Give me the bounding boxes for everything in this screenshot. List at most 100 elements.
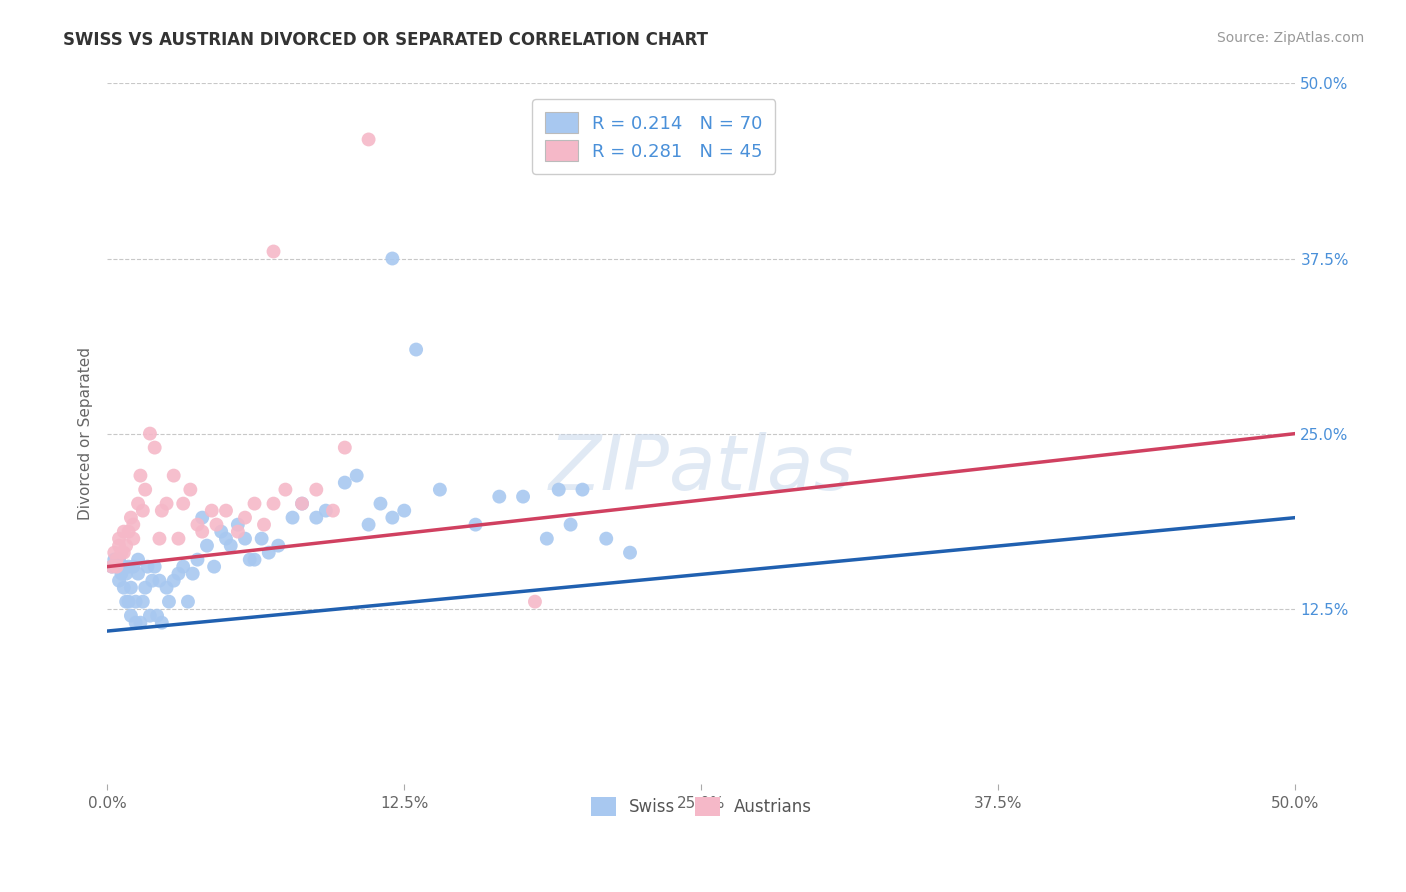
Point bbox=[291, 497, 314, 511]
Point bbox=[112, 559, 135, 574]
Point bbox=[429, 483, 451, 497]
Point bbox=[117, 559, 139, 574]
Point bbox=[115, 539, 138, 553]
Point bbox=[150, 503, 173, 517]
Point bbox=[129, 468, 152, 483]
Point bbox=[560, 517, 582, 532]
Point bbox=[305, 483, 328, 497]
Point bbox=[110, 546, 132, 560]
Point bbox=[357, 132, 380, 146]
Point bbox=[108, 574, 131, 588]
Point bbox=[250, 532, 273, 546]
Point bbox=[488, 490, 510, 504]
Point bbox=[536, 532, 558, 546]
Point bbox=[315, 503, 337, 517]
Point bbox=[177, 595, 200, 609]
Point bbox=[167, 532, 190, 546]
Point bbox=[132, 595, 155, 609]
Point bbox=[357, 517, 380, 532]
Point bbox=[143, 559, 166, 574]
Point bbox=[148, 532, 170, 546]
Point bbox=[370, 497, 392, 511]
Point bbox=[274, 483, 297, 497]
Point bbox=[226, 517, 249, 532]
Point bbox=[322, 503, 344, 517]
Point bbox=[172, 497, 194, 511]
Point bbox=[105, 559, 128, 574]
Point bbox=[141, 574, 163, 588]
Point bbox=[305, 510, 328, 524]
Point bbox=[195, 539, 218, 553]
Point bbox=[571, 483, 593, 497]
Point bbox=[103, 546, 125, 560]
Point bbox=[136, 559, 159, 574]
Point bbox=[117, 595, 139, 609]
Point bbox=[117, 524, 139, 539]
Point bbox=[394, 503, 416, 517]
Point bbox=[146, 608, 169, 623]
Point bbox=[464, 517, 486, 532]
Point bbox=[150, 615, 173, 630]
Legend: Swiss, Austrians: Swiss, Austrians bbox=[582, 789, 820, 824]
Point bbox=[253, 517, 276, 532]
Point bbox=[143, 441, 166, 455]
Point bbox=[281, 510, 304, 524]
Point bbox=[124, 615, 146, 630]
Point bbox=[127, 497, 149, 511]
Point bbox=[219, 539, 242, 553]
Point bbox=[105, 552, 128, 566]
Point bbox=[243, 552, 266, 566]
Point bbox=[115, 595, 138, 609]
Point bbox=[134, 581, 156, 595]
Point bbox=[267, 539, 290, 553]
Point bbox=[132, 503, 155, 517]
Point bbox=[108, 552, 131, 566]
Point bbox=[127, 566, 149, 581]
Point bbox=[155, 581, 177, 595]
Point bbox=[239, 552, 262, 566]
Point bbox=[226, 524, 249, 539]
Y-axis label: Divorced or Separated: Divorced or Separated bbox=[79, 347, 93, 520]
Point bbox=[333, 441, 356, 455]
Point bbox=[101, 559, 124, 574]
Point bbox=[346, 468, 368, 483]
Point bbox=[186, 517, 208, 532]
Point bbox=[163, 574, 186, 588]
Point bbox=[186, 552, 208, 566]
Point bbox=[167, 566, 190, 581]
Point bbox=[148, 574, 170, 588]
Point bbox=[122, 517, 145, 532]
Point bbox=[209, 524, 232, 539]
Point bbox=[523, 595, 546, 609]
Point bbox=[179, 483, 201, 497]
Point bbox=[595, 532, 617, 546]
Point bbox=[139, 426, 162, 441]
Point bbox=[105, 559, 128, 574]
Point bbox=[122, 532, 145, 546]
Point bbox=[122, 559, 145, 574]
Point bbox=[134, 483, 156, 497]
Point bbox=[129, 615, 152, 630]
Point bbox=[112, 524, 135, 539]
Point bbox=[120, 510, 142, 524]
Point bbox=[381, 510, 404, 524]
Point bbox=[243, 497, 266, 511]
Point bbox=[215, 532, 238, 546]
Point bbox=[191, 510, 214, 524]
Point bbox=[139, 608, 162, 623]
Point bbox=[205, 517, 228, 532]
Point bbox=[202, 559, 225, 574]
Point bbox=[263, 244, 285, 259]
Point bbox=[101, 559, 124, 574]
Point bbox=[201, 503, 224, 517]
Point bbox=[405, 343, 427, 357]
Point bbox=[172, 559, 194, 574]
Point bbox=[191, 524, 214, 539]
Point bbox=[124, 595, 146, 609]
Point bbox=[215, 503, 238, 517]
Point bbox=[108, 532, 131, 546]
Point bbox=[103, 552, 125, 566]
Point bbox=[155, 497, 177, 511]
Text: Source: ZipAtlas.com: Source: ZipAtlas.com bbox=[1216, 31, 1364, 45]
Point bbox=[120, 608, 142, 623]
